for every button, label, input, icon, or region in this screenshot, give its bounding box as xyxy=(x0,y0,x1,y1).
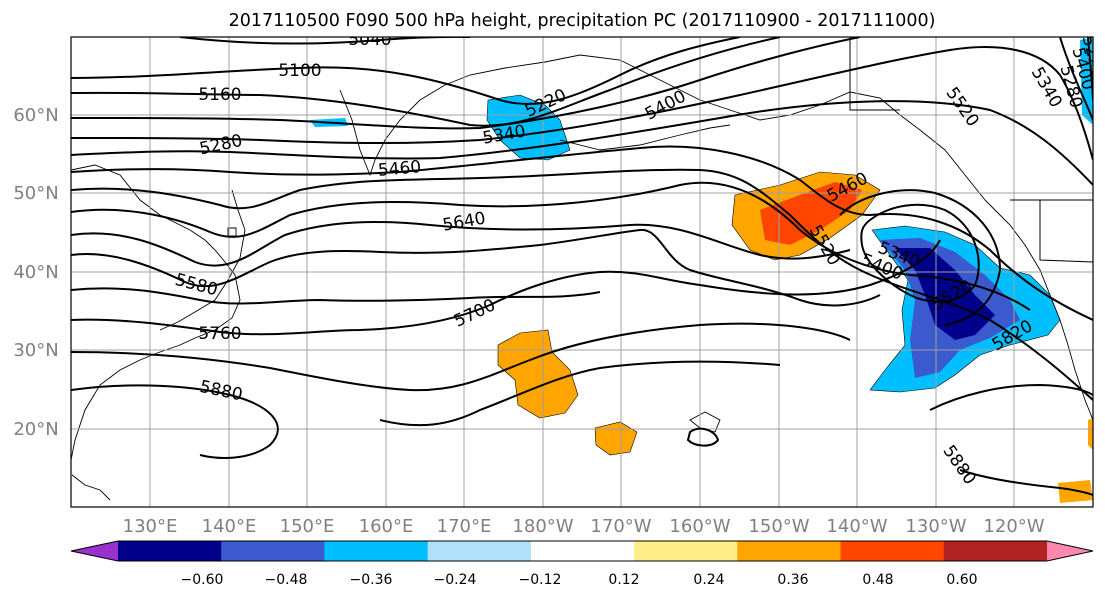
colorbar-tick-label: 0.36 xyxy=(777,572,808,588)
state-borders xyxy=(849,37,1093,263)
colorbar-tick-label: 0.24 xyxy=(693,572,724,588)
lat-label: 50°N xyxy=(13,183,58,204)
lon-labels: 130°E 140°E 150°E 160°E 170°E 180°W 170°… xyxy=(123,516,1045,537)
colorbar xyxy=(70,540,1094,562)
map-title: 2017110500 F090 500 hPa height, precipit… xyxy=(229,11,936,31)
colorbar-segment xyxy=(634,541,738,561)
map-frame xyxy=(70,36,1094,508)
contour-label: 5040 xyxy=(348,30,391,50)
colorbar-segment xyxy=(324,541,429,561)
colorbar-segment xyxy=(737,541,842,561)
lat-labels: 60°N 50°N 40°N 30°N 20°N xyxy=(13,105,58,440)
lon-label: 140°E xyxy=(202,516,257,537)
lon-label: 140°W xyxy=(826,516,887,537)
colorbar-tick-label: 0.48 xyxy=(862,572,893,588)
coast-aleutians xyxy=(559,124,731,151)
colorbar-tick-label: −0.48 xyxy=(265,572,308,588)
lon-label: 170°W xyxy=(590,516,651,537)
lon-label: 130°W xyxy=(905,516,966,537)
coast-na xyxy=(994,209,1093,421)
lat-label: 60°N xyxy=(13,105,58,126)
colorbar-tick-label: −0.24 xyxy=(434,572,477,588)
colorbar-segment xyxy=(118,541,222,561)
colorbar-tick-label: −0.36 xyxy=(350,572,393,588)
contour-label: 5460 xyxy=(377,157,422,181)
graticule xyxy=(71,37,1093,507)
map-area: 5040 5100 5160 5220 5280 5340 5400 5460 … xyxy=(71,30,1093,507)
lon-label: 180°W xyxy=(512,516,573,537)
colorbar-tick-label: 0.60 xyxy=(946,572,977,588)
colorbar-segment xyxy=(530,541,635,561)
colorbar-extend-high xyxy=(1047,541,1093,561)
lat-label: 40°N xyxy=(13,262,58,283)
coast-japan xyxy=(159,189,246,331)
colorbar-extend-low xyxy=(71,541,118,561)
colorbar-tick-label: −0.60 xyxy=(181,572,224,588)
contour-label: 5760 xyxy=(198,324,241,344)
colorbar-ticks: −0.60 −0.48 −0.36 −0.24 −0.12 0.12 0.24 … xyxy=(181,572,978,588)
colorbar-outline xyxy=(70,540,1094,562)
contour-label: 5100 xyxy=(278,61,321,81)
lon-label: 160°E xyxy=(359,516,414,537)
lon-label: 160°W xyxy=(669,516,730,537)
colorbar-segment xyxy=(840,541,945,561)
lat-label: 30°N xyxy=(13,340,58,361)
colorbar-segment xyxy=(221,541,325,561)
lon-label: 170°E xyxy=(437,516,492,537)
lat-label: 20°N xyxy=(13,419,58,440)
coast-kamchatka xyxy=(339,54,996,211)
colorbar-segment xyxy=(943,541,1048,561)
contour-label: 5160 xyxy=(198,85,241,105)
colorbar-tick-label: −0.12 xyxy=(519,572,562,588)
colorbar-segment xyxy=(427,541,532,561)
coast-hawaii xyxy=(689,411,721,433)
height-contours xyxy=(71,37,1093,496)
lon-label: 120°W xyxy=(983,516,1044,537)
precipitation-shading xyxy=(310,38,1093,503)
colorbar-tick-label: 0.12 xyxy=(608,572,639,588)
lon-label: 150°E xyxy=(280,516,335,537)
lon-label: 150°W xyxy=(748,516,809,537)
lon-label: 130°E xyxy=(123,516,178,537)
